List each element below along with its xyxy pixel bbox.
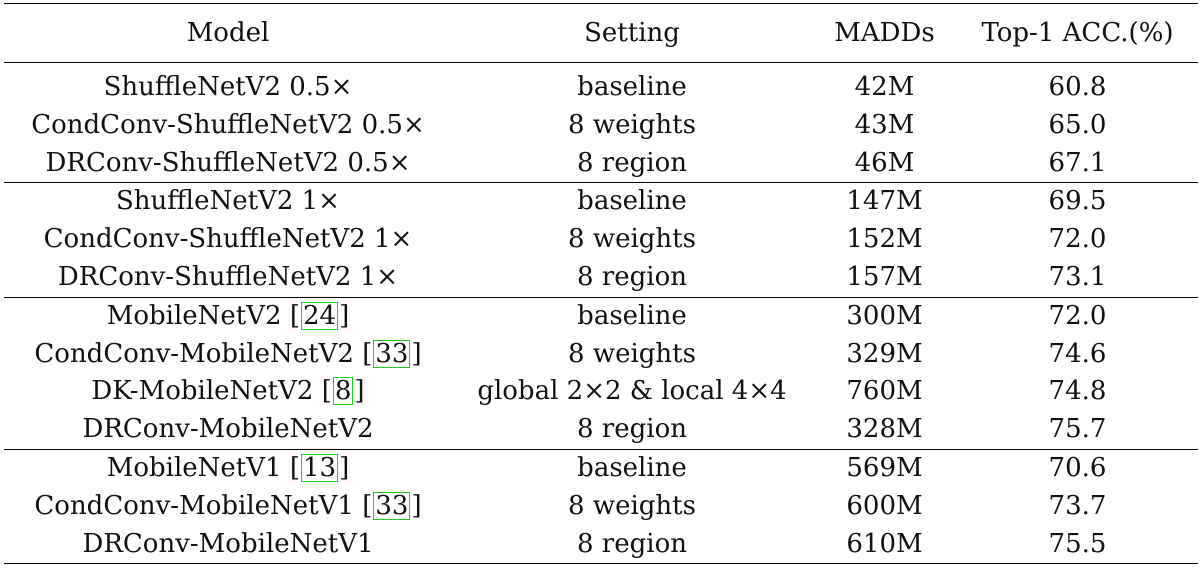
header-model: Model bbox=[186, 18, 270, 48]
cell-model: DK-MobileNetV2 [8] bbox=[91, 376, 365, 407]
cell-top1-acc: 70.6 bbox=[1048, 452, 1107, 483]
table-row: DRConv-MobileNetV2 8 region 328M 75.7 bbox=[4, 411, 1198, 450]
cell-model: CondConv-ShuffleNetV2 1× bbox=[4, 221, 452, 259]
cell-setting: global 2×2 & local 4×4 bbox=[477, 376, 787, 407]
cell-top1-acc: 72.0 bbox=[1048, 224, 1107, 255]
cell-model: CondConv-MobileNetV1 [33] bbox=[34, 490, 422, 521]
citation-link[interactable]: 13 bbox=[301, 452, 339, 483]
table-row: ShuffleNetV2 1× baseline 147M 69.5 bbox=[4, 183, 1198, 221]
table-row: MobileNetV2 [24] baseline 300M 72.0 bbox=[4, 297, 1198, 335]
cell-top1-acc: 67.1 bbox=[1048, 147, 1107, 178]
cell-setting: 8 weights bbox=[568, 490, 696, 521]
cell-madds: 760M bbox=[846, 376, 923, 407]
table-row: CondConv-MobileNetV2 [33] 8 weights 329M 74… bbox=[4, 336, 1198, 374]
table-row: MobileNetV1 [13] baseline 569M 70.6 bbox=[4, 449, 1198, 487]
cell-model: CondConv-MobileNetV2 [33] bbox=[34, 338, 422, 369]
cell-model: MobileNetV2 [24] bbox=[106, 300, 350, 331]
cell-setting: 8 region bbox=[577, 414, 687, 445]
cell-top1-acc: 72.0 bbox=[1048, 300, 1107, 331]
citation-link[interactable]: 33 bbox=[373, 490, 411, 521]
table-row: DRConv-ShuffleNetV2 1× 8 region 157M 73.1 bbox=[4, 259, 1198, 298]
model-name: CondConv-ShuffleNetV2 1× bbox=[43, 224, 413, 255]
cell-madds: 300M bbox=[846, 300, 923, 331]
model-name: DRConv-MobileNetV1 bbox=[82, 528, 374, 559]
cell-madds: 147M bbox=[846, 186, 923, 217]
table-row: DK-MobileNetV2 [8] global 2×2 & local 4×4… bbox=[4, 373, 1198, 411]
model-name: DK-MobileNetV2 bbox=[91, 376, 314, 407]
cell-setting: 8 region bbox=[577, 261, 687, 292]
cell-top1-acc: 65.0 bbox=[1048, 109, 1107, 140]
cell-model: MobileNetV1 [13] bbox=[106, 452, 350, 483]
header-setting: Setting bbox=[584, 18, 680, 48]
cell-setting: baseline bbox=[577, 300, 687, 331]
cell-setting: baseline bbox=[577, 186, 687, 217]
model-name: MobileNetV2 bbox=[106, 300, 282, 331]
cell-top1-acc: 75.5 bbox=[1048, 528, 1107, 559]
cell-top1-acc: 74.8 bbox=[1048, 376, 1107, 407]
cell-setting: 8 region bbox=[577, 147, 687, 178]
citation-link[interactable]: 33 bbox=[373, 338, 411, 369]
cell-model: DRConv-ShuffleNetV2 1× bbox=[4, 259, 452, 297]
cell-top1-acc: 73.1 bbox=[1048, 261, 1107, 292]
cell-madds: 610M bbox=[846, 528, 923, 559]
cell-top1-acc: 73.7 bbox=[1048, 490, 1107, 521]
cell-setting: 8 weights bbox=[568, 224, 696, 255]
cell-model: ShuffleNetV2 1× bbox=[4, 183, 452, 221]
cell-model: CondConv-ShuffleNetV2 0.5× bbox=[4, 107, 452, 145]
cell-madds: 600M bbox=[846, 490, 923, 521]
model-name: CondConv-MobileNetV2 bbox=[34, 338, 354, 369]
table-row: CondConv-ShuffleNetV2 1× 8 weights 152M 72.… bbox=[4, 221, 1198, 259]
cell-madds: 152M bbox=[846, 224, 923, 255]
header-row: Model Setting MADDs Top-1 ACC.(%) bbox=[4, 3, 1198, 63]
header-madds: MADDs bbox=[834, 18, 935, 48]
table-row: DRConv-MobileNetV1 8 region 610M 75.5 bbox=[4, 526, 1198, 564]
cell-setting: 8 weights bbox=[568, 109, 696, 140]
cell-setting: baseline bbox=[577, 452, 687, 483]
cell-model: ShuffleNetV2 0.5× bbox=[4, 63, 452, 107]
cell-top1-acc: 75.7 bbox=[1048, 414, 1107, 445]
cell-setting: 8 weights bbox=[568, 338, 696, 369]
citation-link[interactable]: 24 bbox=[301, 300, 339, 331]
table-body: ShuffleNetV2 0.5× baseline 42M 60.8 CondConv… bbox=[4, 63, 1198, 564]
cell-top1-acc: 60.8 bbox=[1048, 72, 1107, 102]
cell-top1-acc: 69.5 bbox=[1048, 186, 1107, 217]
table-row: CondConv-MobileNetV1 [33] 8 weights 600M 73… bbox=[4, 488, 1198, 526]
model-name: CondConv-MobileNetV1 bbox=[34, 490, 354, 521]
cell-madds: 42M bbox=[854, 72, 915, 102]
header-top1-acc: Top-1 ACC.(%) bbox=[981, 18, 1174, 48]
results-table: Model Setting MADDs Top-1 ACC.(%) Shuffl… bbox=[4, 3, 1198, 564]
cell-madds: 43M bbox=[854, 109, 915, 140]
citation-link[interactable]: 8 bbox=[332, 376, 354, 407]
cell-madds: 46M bbox=[854, 147, 915, 178]
table-row: CondConv-ShuffleNetV2 0.5× 8 weights 43M 65… bbox=[4, 107, 1198, 145]
table-row: DRConv-ShuffleNetV2 0.5× 8 region 46M 67.1 bbox=[4, 145, 1198, 183]
model-name: ShuffleNetV2 0.5× bbox=[103, 72, 353, 102]
model-name: DRConv-ShuffleNetV2 0.5× bbox=[45, 147, 411, 178]
model-name: ShuffleNetV2 1× bbox=[116, 186, 340, 217]
cell-model: DRConv-MobileNetV2 bbox=[4, 411, 452, 449]
cell-model: DRConv-ShuffleNetV2 0.5× bbox=[4, 145, 452, 183]
cell-madds: 329M bbox=[846, 338, 923, 369]
cell-top1-acc: 74.6 bbox=[1048, 338, 1107, 369]
table-row: ShuffleNetV2 0.5× baseline 42M 60.8 bbox=[4, 63, 1198, 107]
table-header: Model Setting MADDs Top-1 ACC.(%) bbox=[4, 3, 1198, 63]
model-name: DRConv-ShuffleNetV2 1× bbox=[57, 261, 399, 292]
model-name: DRConv-MobileNetV2 bbox=[82, 414, 374, 445]
cell-setting: baseline bbox=[577, 72, 687, 102]
cell-setting: 8 region bbox=[577, 528, 687, 559]
cell-madds: 569M bbox=[846, 452, 923, 483]
model-name: CondConv-ShuffleNetV2 0.5× bbox=[31, 109, 425, 140]
cell-model: DRConv-MobileNetV1 bbox=[4, 526, 452, 564]
cell-madds: 328M bbox=[846, 414, 923, 445]
model-name: MobileNetV1 bbox=[106, 452, 282, 483]
cell-madds: 157M bbox=[846, 261, 923, 292]
